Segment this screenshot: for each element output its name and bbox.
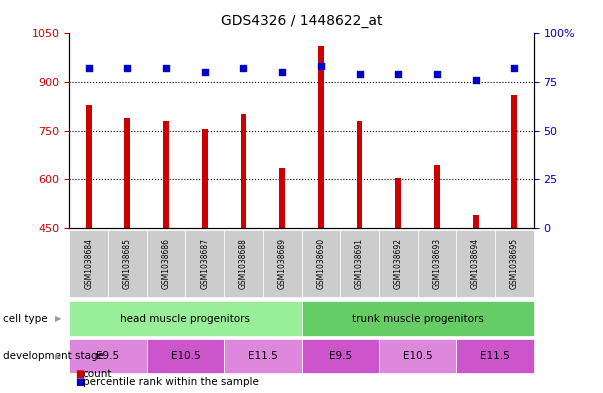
Point xyxy=(122,65,132,72)
Point xyxy=(393,71,403,77)
Text: count: count xyxy=(83,369,112,379)
Point xyxy=(471,77,481,83)
Text: E10.5: E10.5 xyxy=(403,351,432,361)
Text: GSM1038695: GSM1038695 xyxy=(510,238,519,289)
Text: head muscle progenitors: head muscle progenitors xyxy=(121,314,250,324)
Bar xyxy=(163,121,169,228)
Point xyxy=(239,65,248,72)
Text: GSM1038684: GSM1038684 xyxy=(84,238,93,289)
Text: GSM1038693: GSM1038693 xyxy=(432,238,441,289)
Text: ■: ■ xyxy=(75,377,84,387)
Point xyxy=(161,65,171,72)
Point xyxy=(510,65,519,72)
Text: E11.5: E11.5 xyxy=(248,351,278,361)
Bar xyxy=(279,168,285,228)
Bar xyxy=(356,121,362,228)
Text: ▶: ▶ xyxy=(55,314,62,323)
Bar xyxy=(396,178,401,228)
Text: GSM1038686: GSM1038686 xyxy=(162,238,171,289)
Bar xyxy=(241,114,247,228)
Text: GSM1038685: GSM1038685 xyxy=(123,238,132,289)
Text: GSM1038688: GSM1038688 xyxy=(239,238,248,289)
Point xyxy=(316,63,326,70)
Bar xyxy=(511,95,517,228)
Text: cell type: cell type xyxy=(3,314,48,324)
Point xyxy=(84,65,93,72)
Text: E10.5: E10.5 xyxy=(171,351,200,361)
Bar xyxy=(86,105,92,228)
Text: GSM1038692: GSM1038692 xyxy=(394,238,403,289)
Text: GSM1038694: GSM1038694 xyxy=(471,238,480,289)
Text: percentile rank within the sample: percentile rank within the sample xyxy=(83,377,259,387)
Point xyxy=(277,69,287,75)
Text: GSM1038690: GSM1038690 xyxy=(317,238,326,289)
Bar xyxy=(124,118,130,228)
Text: E9.5: E9.5 xyxy=(329,351,352,361)
Bar xyxy=(202,129,207,228)
Text: ▶: ▶ xyxy=(55,352,62,360)
Text: E11.5: E11.5 xyxy=(480,351,510,361)
Text: E9.5: E9.5 xyxy=(96,351,119,361)
Text: GSM1038691: GSM1038691 xyxy=(355,238,364,289)
Text: ■: ■ xyxy=(75,369,84,379)
Text: GSM1038689: GSM1038689 xyxy=(277,238,286,289)
Text: development stage: development stage xyxy=(3,351,104,361)
Bar xyxy=(434,165,440,228)
Bar xyxy=(318,46,324,228)
Text: GSM1038687: GSM1038687 xyxy=(200,238,209,289)
Point xyxy=(355,71,364,77)
Text: GDS4326 / 1448622_at: GDS4326 / 1448622_at xyxy=(221,14,382,28)
Point xyxy=(432,71,442,77)
Point xyxy=(200,69,210,75)
Bar xyxy=(473,215,479,228)
Text: trunk muscle progenitors: trunk muscle progenitors xyxy=(352,314,484,324)
